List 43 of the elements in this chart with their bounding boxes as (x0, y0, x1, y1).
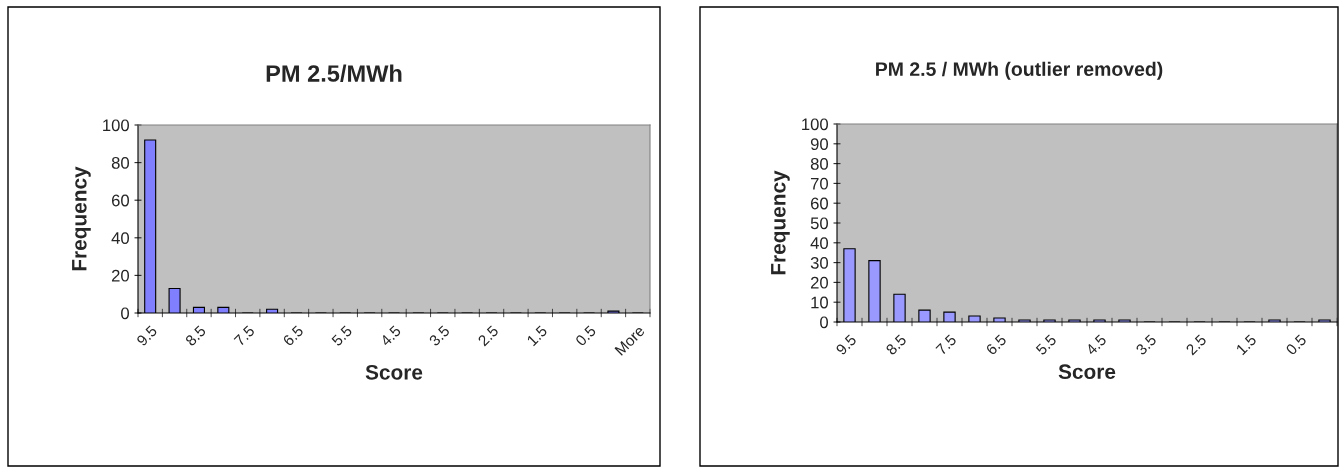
x-tick-label: 3.5 (1135, 333, 1157, 356)
x-tick-label: 9.5 (135, 324, 158, 347)
y-tick-label: 100 (103, 119, 130, 132)
y-tick-label: 60 (810, 197, 829, 210)
x-tick-label: 5.5 (1035, 333, 1057, 356)
x-tick-label: 1.5 (1235, 333, 1257, 356)
y-tick-label: 60 (111, 194, 130, 207)
y-axis-title: Frequency (771, 170, 790, 275)
x-tick-label: 2.5 (1185, 333, 1207, 356)
chart-title: PM 2.5 / MWh (outlier removed) (876, 61, 1163, 80)
y-tick-label: 10 (811, 296, 829, 309)
y-tick-label: 20 (810, 276, 829, 289)
y-axis-title: Frequency (72, 166, 91, 271)
y-tick-label: 0 (820, 316, 829, 329)
y-tick-label: 30 (810, 257, 829, 269)
y-tick-label: 40 (111, 232, 130, 244)
x-tick-label: 2.5 (477, 324, 500, 347)
x-tick-label: 7.5 (233, 324, 256, 347)
x-tick-label: 0.5 (1285, 333, 1307, 356)
x-tick-label: 0.5 (574, 324, 597, 347)
x-tick-label: 3.5 (428, 324, 451, 347)
chart-title: PM 2.5/MWh (266, 64, 402, 83)
x-tick-label: 6.5 (985, 333, 1007, 356)
x-tick-label: 8.5 (885, 333, 907, 356)
y-tick-label: 0 (121, 307, 130, 320)
x-tick-label: 5.5 (331, 324, 353, 347)
x-axis-title: Score (1058, 364, 1116, 380)
x-tick-label: 1.5 (526, 324, 548, 347)
y-tick-label: 20 (111, 269, 130, 282)
x-tick-label: 8.5 (184, 324, 207, 347)
y-tick-label: 90 (810, 138, 829, 150)
x-tick-label: 6.5 (282, 324, 304, 347)
y-tick-label: 70 (810, 177, 829, 190)
x-tick-label: 7.5 (935, 333, 957, 356)
y-tick-label: 100 (802, 118, 829, 131)
y-tick-label: 80 (111, 157, 130, 169)
y-tick-label: 50 (810, 217, 829, 230)
y-tick-label: 40 (810, 237, 829, 249)
x-tick-label: 4.5 (1085, 333, 1107, 356)
x-tick-label: 9.5 (835, 333, 857, 356)
x-tick-label: 4.5 (379, 324, 402, 347)
x-axis-title: Score (365, 364, 423, 380)
y-tick-label: 80 (810, 158, 829, 170)
